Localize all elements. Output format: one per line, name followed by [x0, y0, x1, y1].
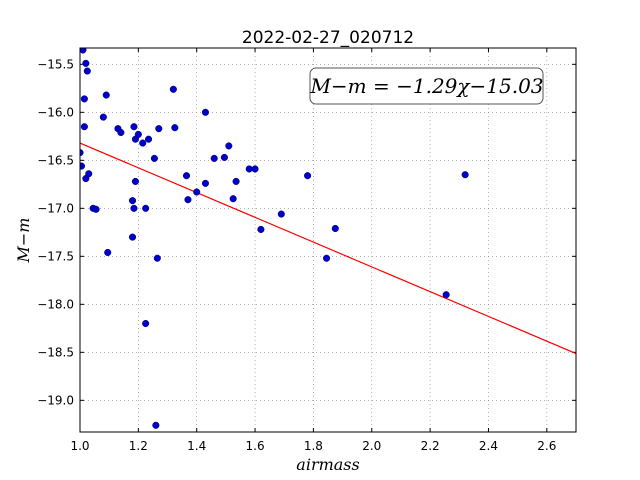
data-point	[142, 204, 150, 212]
data-point	[99, 113, 107, 121]
data-point	[225, 142, 233, 150]
data-point	[145, 135, 153, 143]
data-point	[220, 153, 228, 161]
data-point	[442, 291, 450, 299]
data-point	[128, 233, 137, 241]
data-point	[155, 125, 163, 133]
grid	[79, 48, 576, 432]
data-point	[83, 67, 91, 75]
data-point	[182, 172, 191, 180]
data-point	[85, 170, 93, 178]
data-point	[104, 248, 112, 257]
data-point	[461, 171, 469, 179]
y-tick-label: −16.0	[37, 105, 74, 119]
x-tick-label: 2.2	[421, 439, 440, 453]
data-point	[80, 48, 87, 54]
data-point	[322, 254, 331, 262]
data-point	[80, 123, 88, 131]
data-point	[251, 165, 259, 173]
y-tick-label: −15.5	[37, 57, 74, 71]
y-tick-label: −18.0	[37, 297, 74, 311]
data-point	[169, 85, 177, 93]
data-point	[331, 224, 339, 233]
y-tick-label: −19.0	[37, 393, 74, 407]
data-point	[139, 139, 147, 147]
data-point	[193, 188, 201, 196]
data-point	[102, 91, 110, 99]
y-tick-label: −17.5	[37, 249, 74, 263]
data-point	[229, 195, 237, 203]
x-tick-label: 2.0	[362, 439, 381, 453]
x-tick-label: 2.6	[537, 439, 556, 453]
tick-labels: 1.0 1.2 1.4 1.6 1.8 2.0 2.2 2.4 2.6 −15.5 −16.0 −16…	[37, 57, 556, 453]
y-tick-label: −18.5	[37, 345, 74, 359]
data-point	[201, 179, 210, 187]
data-point	[232, 177, 240, 185]
y-axis-label: M−m	[14, 218, 33, 264]
x-tick-label: 1.0	[70, 439, 89, 453]
data-point	[92, 205, 100, 213]
data-point	[128, 197, 137, 205]
data-point	[201, 108, 210, 116]
fit-annotation: M−m = −1.29χ−15.03	[309, 67, 544, 105]
annotation-text: M−m = −1.29χ−15.03	[309, 74, 543, 98]
data-point	[131, 177, 139, 185]
fit-line	[80, 142, 576, 355]
data-point	[130, 123, 138, 131]
x-tick-label: 1.2	[129, 439, 148, 453]
data-point	[184, 196, 192, 204]
data-point	[142, 319, 150, 328]
data-point	[80, 95, 88, 103]
data-point	[210, 154, 218, 162]
y-tick-label: −16.5	[37, 153, 74, 167]
data-point	[153, 254, 161, 262]
data-point	[171, 124, 179, 132]
data-point	[277, 210, 285, 218]
chart-title: 2022-02-27_020712	[242, 28, 414, 48]
x-tick-label: 1.8	[304, 439, 323, 453]
data-points	[80, 48, 518, 440]
data-point	[82, 59, 90, 67]
data-point	[257, 225, 265, 233]
annotation-box	[309, 67, 544, 105]
data-point	[304, 172, 312, 180]
x-tick-label: 1.4	[187, 439, 206, 453]
data-point	[117, 128, 125, 137]
x-axis-label: airmass	[296, 455, 359, 474]
data-point	[511, 433, 518, 440]
y-tick-label: −17.0	[37, 201, 74, 215]
plot-area	[80, 48, 576, 432]
plot-frame	[79, 47, 577, 433]
data-point	[80, 149, 84, 157]
data-point	[134, 130, 142, 138]
x-tick-label: 1.6	[246, 439, 265, 453]
data-point	[130, 204, 138, 212]
data-point	[150, 154, 158, 162]
x-tick-label: 2.4	[479, 439, 498, 453]
data-point	[80, 162, 86, 170]
data-point	[152, 421, 160, 429]
